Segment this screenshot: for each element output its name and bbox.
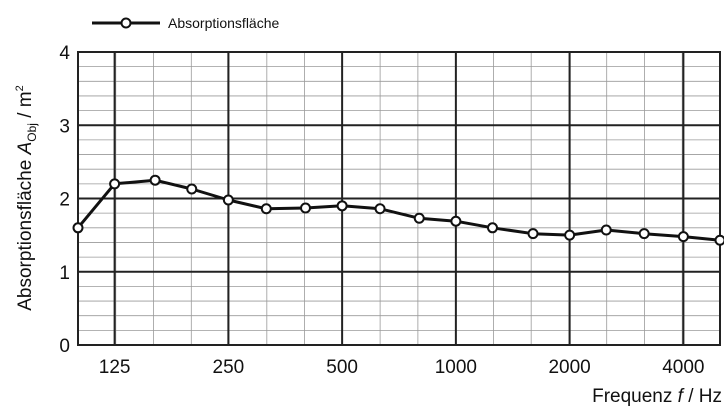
data-point: [186, 183, 198, 195]
y-tick-label: 0: [59, 336, 70, 357]
series-layer: [72, 174, 724, 246]
data-point: [486, 222, 498, 234]
x-tick-label: 125: [99, 357, 131, 378]
data-point: [260, 203, 272, 215]
x-tick-label: 1000: [435, 357, 477, 378]
data-point: [564, 229, 576, 241]
y-tick-label: 4: [59, 43, 70, 64]
y-axis-label: Absorptionsfläche AObj / m2: [14, 85, 39, 311]
data-point: [714, 234, 724, 246]
legend: Absorptionsfläche: [92, 15, 280, 31]
data-point: [638, 228, 650, 240]
data-point: [527, 228, 539, 240]
legend-label: Absorptionsfläche: [168, 15, 280, 31]
data-point: [149, 174, 161, 186]
y-tick-label: 1: [59, 263, 70, 284]
grid: [77, 51, 721, 346]
data-point: [109, 178, 121, 190]
data-point: [450, 215, 462, 227]
data-point: [600, 224, 612, 236]
x-tick-label: 500: [326, 357, 358, 378]
data-point: [374, 203, 386, 215]
y-tick-label: 2: [59, 190, 70, 211]
data-point: [677, 231, 689, 243]
x-tick-label: 250: [213, 357, 245, 378]
plot-frame: [77, 51, 721, 346]
data-point: [336, 200, 348, 212]
x-axis-ticks: 125 250 500 1000 2000 4000: [99, 357, 705, 378]
data-point: [72, 222, 84, 234]
x-tick-label: 2000: [548, 357, 590, 378]
x-tick-label: 4000: [662, 357, 704, 378]
y-axis-ticks: 0 1 2 3 4: [59, 43, 70, 357]
series-line: [76, 178, 721, 242]
data-point: [222, 194, 234, 206]
y-tick-label: 3: [59, 116, 70, 137]
data-point: [413, 212, 425, 224]
legend-marker: [120, 17, 132, 29]
data-point: [300, 202, 312, 214]
x-axis-label: Frequenz f / Hz: [592, 386, 722, 407]
